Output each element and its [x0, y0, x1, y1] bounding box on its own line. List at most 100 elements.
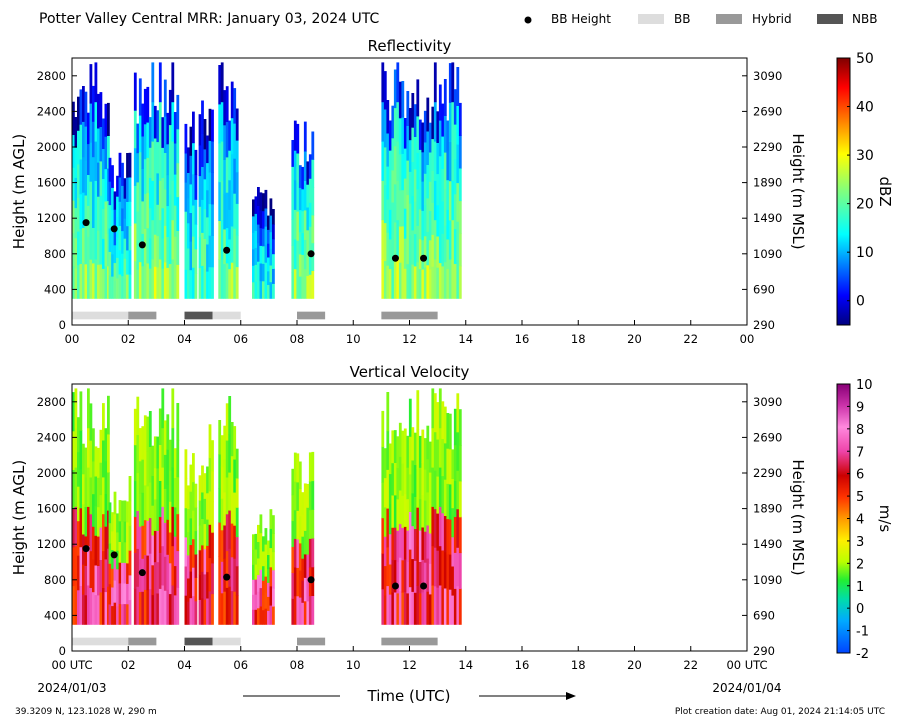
colorbar-tick-label: 7: [856, 445, 864, 460]
figure-title: Potter Valley Central MRR: January 03, 2…: [39, 11, 379, 27]
legend: BB Height BB Hybrid NBB: [524, 12, 877, 26]
bb-type-segment: [128, 311, 157, 320]
x-tick-label: 06: [233, 332, 248, 346]
y-tick-label: 400: [44, 282, 66, 296]
bb-height-point: [110, 551, 118, 559]
bb-type-segment: [72, 637, 129, 646]
y-tick-label: 2000: [37, 140, 66, 154]
legend-label-bb: BB: [674, 12, 690, 26]
colorbar-tick-label: -1: [856, 625, 869, 640]
y-axis-label: Height (m AGL): [10, 460, 28, 575]
y-right-axis-label: Height (m MSL): [789, 133, 807, 249]
colorbar-tick-label: -2: [856, 647, 869, 662]
x-tick-label: 00: [65, 332, 80, 346]
bb-height-point: [223, 573, 231, 581]
location-text: 39.3209 N, 123.1028 W, 290 m: [15, 707, 157, 717]
x-tick-label: 14: [458, 658, 473, 672]
x-axis-label: Time (UTC): [367, 687, 451, 705]
x-tick-label: 22: [683, 332, 698, 346]
colorbar-tick-label: 3: [856, 535, 864, 550]
x-tick-label: 00: [740, 332, 755, 346]
x-tick-label: 08: [290, 332, 305, 346]
bb-type-segment: [381, 637, 438, 646]
y-right-tick-label: 2690: [753, 430, 782, 444]
panel-title: Vertical Velocity: [350, 363, 470, 381]
colorbar-tick-label: 4: [856, 513, 864, 528]
y-tick-label: 1600: [37, 502, 66, 516]
bb-type-segment: [184, 311, 213, 320]
x-tick-label: 18: [571, 658, 586, 672]
colorbar-tick-label: 10: [856, 378, 873, 393]
bb-type-segment: [297, 637, 326, 646]
bb-type-bar: [72, 637, 438, 646]
bb-height-point: [391, 254, 399, 262]
colorbar-tick-label: 6: [856, 468, 864, 483]
x-tick-label: 16: [515, 658, 530, 672]
colorbar-tick-label: 30: [856, 148, 874, 164]
y-tick-label: 1200: [37, 211, 66, 225]
y-right-tick-label: 2690: [753, 104, 782, 118]
y-right-tick-label: 1490: [753, 537, 782, 551]
legend-label-hybrid: Hybrid: [752, 12, 792, 26]
y-right-tick-label: 2290: [753, 466, 782, 480]
y-right-axis-label: Height (m MSL): [789, 459, 807, 575]
colorbar-tick-label: 50: [856, 51, 874, 67]
x-tick-label: 02: [121, 658, 136, 672]
start-date-label: 2024/01/03: [37, 681, 106, 695]
x-tick-label: 06: [233, 658, 248, 672]
x-tick-label: 14: [458, 332, 473, 346]
creation-date-text: Plot creation date: Aug 01, 2024 21:14:0…: [675, 707, 885, 717]
y-tick-label: 800: [44, 573, 66, 587]
y-right-tick-label: 2290: [753, 140, 782, 154]
colorbar-tick-label: 5: [856, 490, 864, 505]
x-tick-label: 04: [177, 658, 192, 672]
vertical-velocity-panel: Vertical Velocity04008001200160020002400…: [10, 363, 894, 672]
bb-height-point: [420, 582, 428, 590]
y-tick-label: 1200: [37, 537, 66, 551]
y-tick-label: 2400: [37, 430, 66, 444]
colorbar-tick-label: 10: [856, 245, 874, 261]
bb-height-point: [307, 250, 315, 258]
y-right-tick-label: 1090: [753, 247, 782, 261]
x-tick-label: 20: [627, 332, 642, 346]
echo-field: [72, 388, 462, 625]
bb-type-bar: [72, 311, 438, 320]
y-right-tick-label: 290: [753, 644, 775, 658]
y-right-tick-label: 290: [753, 318, 775, 332]
y-tick-label: 2000: [37, 466, 66, 480]
reflectivity-panel: Reflectivity0400800120016002000240028002…: [10, 37, 894, 346]
bb-height-point: [391, 582, 399, 590]
y-right-tick-label: 1890: [753, 176, 782, 190]
x-tick-label: 12: [402, 658, 417, 672]
y-tick-label: 0: [59, 644, 66, 658]
echo-field: [72, 62, 462, 299]
bb-height-point: [82, 219, 90, 227]
y-right-tick-label: 1090: [753, 573, 782, 587]
panel-title: Reflectivity: [368, 37, 452, 55]
colorbar-tick-label: 40: [856, 100, 874, 116]
y-tick-label: 2800: [37, 69, 66, 83]
bb-type-segment: [72, 311, 129, 320]
legend-label-bb-height: BB Height: [551, 12, 611, 26]
y-right-tick-label: 3090: [753, 69, 782, 83]
y-tick-label: 0: [59, 318, 66, 332]
y-tick-label: 2800: [37, 395, 66, 409]
colorbar-tick-label: 2: [856, 557, 864, 572]
x-tick-label: 18: [571, 332, 586, 346]
y-right-tick-label: 1490: [753, 211, 782, 225]
bb-type-segment: [128, 637, 157, 646]
colorbar-tick-label: 20: [856, 197, 874, 213]
x-tick-label: 00 UTC: [51, 658, 92, 672]
colorbar-tick-label: 8: [856, 423, 864, 438]
bb-height-point: [307, 576, 315, 584]
y-axis-label: Height (m AGL): [10, 134, 28, 249]
bb-type-segment: [212, 311, 241, 320]
y-right-tick-label: 690: [753, 608, 775, 622]
bb-height-point: [82, 545, 90, 553]
x-tick-label: 16: [515, 332, 530, 346]
x-tick-label: 02: [121, 332, 136, 346]
bb-height-point: [138, 241, 146, 249]
colorbar-tick-label: 0: [856, 294, 865, 310]
y-tick-label: 1600: [37, 176, 66, 190]
